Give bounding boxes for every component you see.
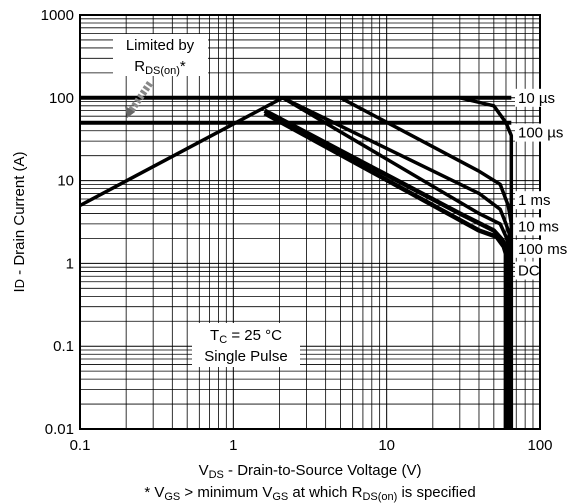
series-label-bg [515, 88, 566, 107]
x-tick-label: 10 [378, 437, 395, 454]
x-tick-labels: 0.1 1 10 100 [70, 437, 553, 454]
footnote: * VGS > minimum VGS at which RDS(on) is … [144, 484, 475, 503]
rds-annotation-sub: DS(on) [145, 65, 180, 77]
series-label-bg [515, 261, 539, 280]
series-label-bg [515, 217, 566, 236]
series-label: 100 ms [518, 241, 567, 258]
rds-limit-line [79, 96, 284, 208]
rds-annotation-star: * [180, 58, 186, 75]
rds-annotation-line1: Limited by [126, 37, 195, 54]
rds-annotation-line2: RDS(on)* [134, 58, 186, 77]
y-tick-label: 1000 [41, 7, 74, 24]
series-label: 100 µs [518, 125, 563, 142]
y-axis-label-i: I [11, 288, 28, 292]
series-line [339, 96, 514, 429]
series-label-bg [515, 123, 575, 142]
series-label-bg [515, 191, 557, 210]
y-tick-label: 0.01 [45, 421, 74, 438]
series-label: 1 ms [518, 192, 551, 209]
grid [80, 15, 540, 429]
plot-frame [79, 14, 541, 430]
x-axis-label-sub: DS [209, 469, 224, 481]
x-axis-label-text: - Drain-to-Source Voltage (V) [224, 462, 422, 479]
series-label: 10 ms [518, 218, 559, 235]
y-tick-label: 0.1 [53, 338, 74, 355]
y-tick-labels: 1000 100 10 1 0.1 0.01 [41, 7, 74, 438]
series-labels: 10 µs 100 µs 1 ms 10 ms 100 ms DC [515, 88, 575, 280]
series-label-bg [515, 239, 575, 258]
x-axis-label-v: V [199, 462, 209, 479]
y-tick-label: 10 [57, 173, 74, 190]
tc-annotation-value: = 25 °C [227, 327, 282, 344]
tc-annotation-line1: TC = 25 °C [210, 327, 282, 346]
y-tick-label: 100 [49, 90, 74, 107]
series-label: 10 µs [518, 90, 555, 107]
tc-annotation-sub: C [219, 334, 227, 346]
svg-text:ID - Drain Current (A): ID - Drain Current (A) [11, 151, 28, 292]
footnote-p1: * V [144, 484, 164, 501]
y-axis-label-sub: D [12, 279, 27, 288]
y-axis-label: ID - Drain Current (A) [11, 151, 28, 292]
footnote-s1: GS [164, 491, 180, 503]
y-tick-label: 1 [66, 255, 74, 272]
series-label: DC [518, 263, 540, 280]
footnote-p2: > minimum V [180, 484, 272, 501]
tc-annotation-box [192, 323, 300, 367]
footnote-s3: DS(on) [362, 491, 397, 503]
x-tick-label: 1 [229, 437, 237, 454]
footnote-p4: is specified [397, 484, 475, 501]
y-axis-label-text: - Drain Current (A) [11, 151, 28, 279]
soa-curves [79, 95, 514, 429]
rds-annotation-box [113, 34, 208, 76]
x-tick-label: 0.1 [70, 437, 91, 454]
rds-arrow [125, 81, 153, 118]
footnote-s2: GS [272, 491, 288, 503]
footnote-p3: at which R [288, 484, 362, 501]
x-tick-label: 100 [527, 437, 552, 454]
tc-annotation-t: T [210, 327, 219, 344]
rds-annotation-r: R [134, 58, 145, 75]
tc-annotation-line2: Single Pulse [204, 348, 287, 365]
x-axis-label: VDS - Drain-to-Source Voltage (V) [199, 462, 422, 481]
series-line [263, 111, 509, 429]
